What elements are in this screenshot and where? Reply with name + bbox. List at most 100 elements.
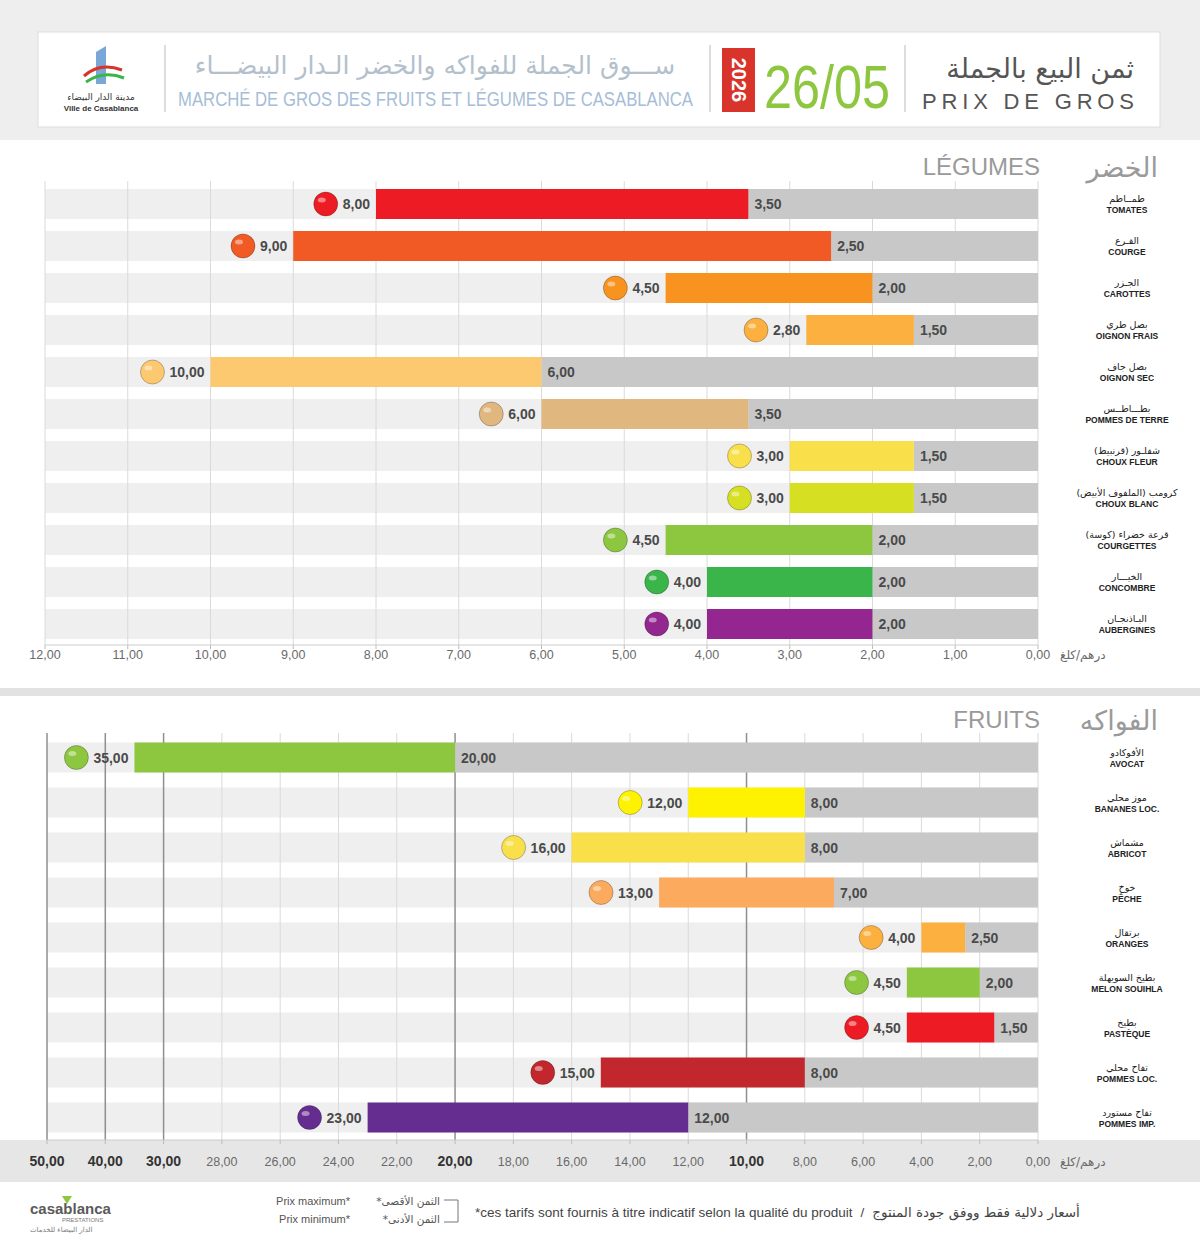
grid-line — [163, 733, 165, 1140]
row-band — [47, 878, 1038, 908]
title-fr: MARCHÉ DE GROS DES FRUITS ET LÉGUMES DE … — [178, 87, 693, 110]
category-label: ORANGES — [1106, 939, 1149, 949]
grid-line — [210, 181, 211, 645]
bar-max — [601, 1058, 805, 1088]
row-band — [47, 923, 1038, 953]
tick-label: 16,00 — [556, 1155, 587, 1169]
bar-min — [873, 609, 1039, 639]
chart-title: FRUITS — [953, 706, 1040, 733]
data-label: 3,50 — [754, 406, 781, 422]
product-icon — [231, 234, 255, 258]
product-icon — [744, 318, 768, 342]
bar-min — [914, 483, 1038, 513]
data-label: 4,00 — [888, 930, 915, 946]
tick-label: 3,00 — [778, 648, 802, 662]
category-label: القـرع — [1115, 235, 1139, 246]
product-icon — [728, 486, 752, 510]
separator — [905, 45, 906, 112]
header: مدينة الدار البيضاءVille de Casablancaسـ… — [38, 32, 1160, 127]
data-label: 3,50 — [754, 196, 781, 212]
product-icon-shine — [302, 1111, 310, 1116]
tick-mark — [105, 1140, 106, 1144]
grid — [47, 733, 1038, 1144]
axis-line — [47, 1140, 1038, 1141]
tick-mark — [513, 1140, 514, 1144]
grid-line — [280, 733, 281, 1140]
tick-label: 0,00 — [1026, 1155, 1050, 1169]
bar-min — [873, 567, 1039, 597]
category-label: الأفوكادو — [1109, 747, 1144, 758]
date: 26/05 — [764, 52, 890, 121]
data-label: 3,00 — [757, 490, 784, 506]
tick-label: 7,00 — [447, 648, 471, 662]
tick-mark — [979, 1140, 980, 1144]
header-band — [0, 0, 1200, 140]
category-label: AUBERGINES — [1099, 625, 1156, 635]
category-label: POMMES IMP. — [1099, 1119, 1156, 1129]
data-label: 4,50 — [632, 280, 659, 296]
category-label: الجـزر — [1114, 277, 1139, 288]
category-label: شفلـور (قرنبيط) — [1094, 445, 1160, 456]
category-label: CAROTTES — [1104, 289, 1151, 299]
data-label: 4,00 — [674, 616, 701, 632]
tick-label: 1,00 — [943, 648, 967, 662]
row-band — [47, 743, 1038, 773]
bar-max — [921, 923, 965, 953]
legend-label: *الثمن الأقصى — [376, 1195, 440, 1208]
grid-line — [221, 733, 222, 1140]
tick-label: 2,00 — [968, 1155, 992, 1169]
data-label: 16,00 — [531, 840, 566, 856]
bar-min — [914, 315, 1038, 345]
bar-min — [805, 833, 1038, 863]
bar-max — [659, 878, 834, 908]
bar-max — [688, 788, 805, 818]
category-label: ABRICOT — [1108, 849, 1148, 859]
row-band — [47, 1013, 1038, 1043]
category-label: قرعة خضراء (كوسة) — [1086, 529, 1169, 540]
category-label: بطيخ — [1117, 1017, 1136, 1028]
product-icon-shine — [68, 751, 76, 756]
data-label: 9,00 — [260, 238, 287, 254]
product-icon — [845, 1016, 869, 1040]
category-label: BANANES LOC. — [1095, 804, 1160, 814]
chart-title: LÉGUMES — [923, 153, 1040, 180]
tick-mark — [455, 1140, 456, 1144]
section-bg — [0, 696, 1200, 1140]
data-label: 2,50 — [837, 238, 864, 254]
product-icon — [140, 360, 164, 384]
tick-label: 20,00 — [438, 1153, 473, 1169]
row-band — [45, 357, 1038, 387]
tick-label: 11,00 — [113, 648, 143, 662]
bar-min — [965, 923, 1038, 953]
row-band — [47, 1103, 1038, 1133]
heading-fr: PRIX DE GROS — [922, 89, 1134, 114]
product-icon-shine — [849, 1021, 857, 1026]
title-ar: ســـوق الجملة للفواكه والخضر الـدار البي… — [195, 51, 675, 81]
product-icon-shine — [535, 1066, 543, 1071]
tick-label: 24,00 — [323, 1155, 354, 1169]
tick-label: 10,00 — [729, 1153, 764, 1169]
data-label: 2,00 — [879, 574, 906, 590]
tick-label: 6,00 — [529, 648, 553, 662]
category-label: بصل جاف — [1107, 361, 1147, 372]
note: أسعار دلالية فقط ووفق جودة المنتوج — [872, 1203, 1080, 1221]
category-label: بطـــاطــس — [1104, 403, 1151, 414]
row-bands — [47, 743, 1038, 1133]
product-icon-shine — [863, 931, 871, 936]
logo-text: الدار البيضاء للخدمات — [30, 1226, 92, 1234]
axis-title: درهم/كلغ — [1060, 1155, 1106, 1170]
data-label: 20,00 — [461, 750, 496, 766]
product-icon — [603, 276, 627, 300]
tick-mark — [804, 1140, 805, 1144]
data-label: 1,50 — [920, 490, 947, 506]
tick-mark — [47, 1140, 48, 1144]
bar-min — [873, 525, 1039, 555]
category-label: موز محلي — [1107, 792, 1147, 803]
chart: FRUITSالفواكه50,0040,0030,0028,0026,0024… — [29, 705, 1162, 1170]
data-label: 4,00 — [674, 574, 701, 590]
data-label: 8,00 — [811, 795, 838, 811]
row-band — [47, 833, 1038, 863]
data-label: 10,00 — [169, 364, 204, 380]
tick-mark — [746, 1140, 747, 1144]
footer-bg — [0, 1182, 1200, 1244]
